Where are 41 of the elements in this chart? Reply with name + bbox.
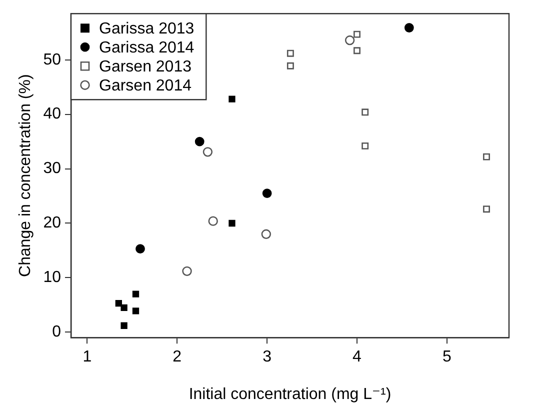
y-tick-label: 30 bbox=[43, 160, 62, 178]
point bbox=[344, 35, 355, 46]
y-tick-label: 40 bbox=[43, 106, 62, 123]
point bbox=[354, 30, 360, 38]
x-tick-label: 1 bbox=[82, 348, 92, 366]
point bbox=[120, 322, 128, 329]
y-tick-label: 10 bbox=[43, 269, 62, 286]
point bbox=[404, 23, 414, 32]
point bbox=[115, 300, 122, 307]
point bbox=[483, 153, 490, 160]
y-tick-label: 20 bbox=[43, 214, 62, 232]
point bbox=[362, 142, 369, 150]
point bbox=[362, 108, 369, 116]
point bbox=[262, 188, 272, 198]
y-tick-label: 50 bbox=[43, 51, 62, 68]
point bbox=[120, 304, 128, 311]
legend-label: Garsen 2013 bbox=[98, 58, 192, 76]
point bbox=[182, 266, 192, 276]
y-tick-label: 0 bbox=[52, 324, 62, 341]
point bbox=[286, 50, 294, 57]
point bbox=[208, 216, 218, 226]
point bbox=[132, 308, 140, 314]
x-tick-label: 2 bbox=[172, 348, 182, 366]
legend-label: Garissa 2014 bbox=[98, 40, 194, 57]
x-tick-label: 4 bbox=[352, 348, 362, 366]
point bbox=[136, 244, 145, 254]
point bbox=[228, 96, 236, 102]
y-axis-title: Change in concentration (%) bbox=[17, 74, 34, 277]
point bbox=[261, 229, 272, 239]
x-tick-label: 3 bbox=[262, 348, 272, 366]
legend-label: Garissa 2013 bbox=[98, 20, 194, 38]
point bbox=[202, 147, 213, 157]
point bbox=[194, 136, 204, 146]
point bbox=[483, 206, 490, 213]
x-tick-label: 5 bbox=[442, 348, 452, 366]
point bbox=[286, 62, 294, 70]
point bbox=[228, 220, 236, 227]
point bbox=[354, 47, 360, 54]
x-axis-title: Initial concentration (mg L⁻¹) bbox=[188, 386, 392, 403]
point bbox=[132, 290, 140, 298]
legend-label: Garsen 2014 bbox=[98, 78, 192, 95]
